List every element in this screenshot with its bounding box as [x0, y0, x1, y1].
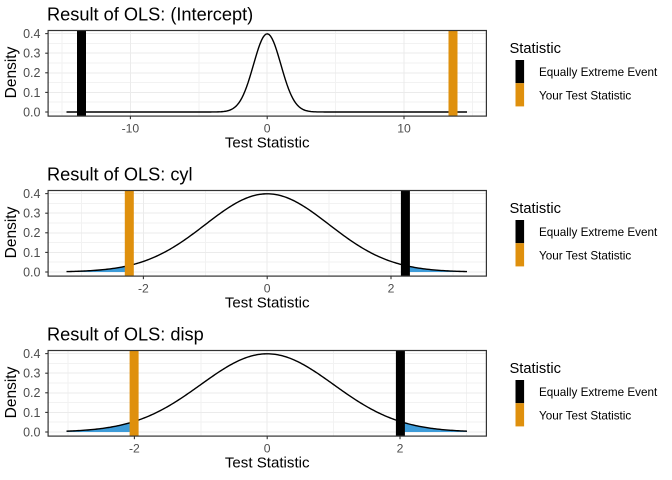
svg-text:Equally Extreme Event: Equally Extreme Event: [539, 386, 658, 399]
svg-text:Equally Extreme Event: Equally Extreme Event: [539, 66, 658, 79]
svg-text:0.1: 0.1: [23, 86, 40, 100]
svg-text:0.4: 0.4: [23, 187, 40, 201]
svg-text:Density: Density: [3, 206, 20, 258]
svg-text:0: 0: [264, 442, 271, 456]
svg-text:0.0: 0.0: [23, 105, 40, 119]
svg-text:0.2: 0.2: [23, 226, 40, 240]
svg-text:0.2: 0.2: [23, 386, 40, 400]
svg-text:Equally Extreme Event: Equally Extreme Event: [539, 226, 658, 239]
svg-text:Density: Density: [3, 366, 20, 418]
svg-text:0: 0: [264, 282, 271, 296]
svg-text:Your Test Statistic: Your Test Statistic: [539, 409, 631, 422]
svg-text:Statistic: Statistic: [510, 201, 561, 217]
svg-text:Test Statistic: Test Statistic: [225, 455, 310, 472]
svg-text:Result of OLS: cyl: Result of OLS: cyl: [47, 164, 193, 184]
svg-text:0.3: 0.3: [23, 367, 40, 381]
svg-text:Your Test Statistic: Your Test Statistic: [539, 249, 631, 262]
svg-text:0.4: 0.4: [23, 347, 40, 361]
svg-text:Statistic: Statistic: [510, 41, 561, 57]
svg-text:0: 0: [264, 122, 271, 136]
svg-text:0.3: 0.3: [23, 207, 40, 221]
svg-text:0.1: 0.1: [23, 246, 40, 260]
svg-text:0.1: 0.1: [23, 406, 40, 420]
svg-text:0.0: 0.0: [23, 265, 40, 279]
svg-text:-10: -10: [122, 122, 140, 136]
svg-text:Test Statistic: Test Statistic: [225, 295, 310, 312]
svg-text:0.3: 0.3: [23, 47, 40, 61]
svg-text:0.0: 0.0: [23, 425, 40, 439]
svg-text:2: 2: [397, 442, 404, 456]
svg-text:-2: -2: [138, 282, 149, 296]
svg-text:Statistic: Statistic: [510, 361, 561, 377]
svg-text:Result of OLS: disp: Result of OLS: disp: [47, 324, 204, 344]
svg-text:Density: Density: [3, 46, 20, 98]
svg-text:Test Statistic: Test Statistic: [225, 135, 310, 152]
svg-text:0.4: 0.4: [23, 27, 40, 41]
svg-text:10: 10: [397, 122, 411, 136]
svg-text:-2: -2: [129, 442, 140, 456]
svg-text:Result of OLS: (Intercept): Result of OLS: (Intercept): [47, 4, 253, 24]
svg-text:Your Test Statistic: Your Test Statistic: [539, 89, 631, 102]
svg-text:0.2: 0.2: [23, 66, 40, 80]
svg-text:2: 2: [388, 282, 395, 296]
